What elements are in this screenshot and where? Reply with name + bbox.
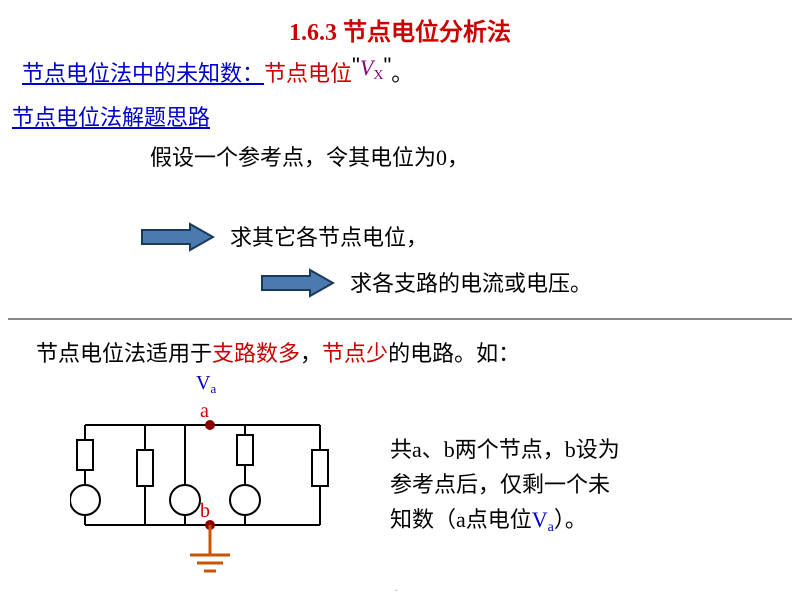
Va-V: V [196,372,210,394]
line-unknowns: 节点电位法中的未知数：节点电位"VX"。 [22,56,413,88]
var-V: V [360,55,373,80]
quote-r: " [383,53,391,78]
slide-title: 1.6.3 节点电位分析法 [0,0,800,47]
circuit-diagram [70,395,340,595]
var-sub-X: X [373,68,383,83]
explain-l2: 参考点后，仅剩一个未 [390,467,620,502]
step3: 求各支路的电流或电压。 [350,266,592,298]
circuit-label-Va: Va [196,372,216,395]
unknowns-node: 节点电位 [264,61,352,86]
step1: 假设一个参考点，令其电位为0， [150,140,469,172]
footer-mark: . [395,583,398,594]
applies-p1: 节点电位法适用于 [36,341,212,366]
divider [8,318,792,320]
explain-l3a: 知数（a点电位 [390,507,532,532]
explain-l3b: ）。 [554,507,587,532]
unknowns-colon: ： [242,61,264,86]
line-approach: 节点电位法解题思路 [12,100,210,132]
applies-comma: ， [300,341,322,366]
Va-sub: a [210,381,216,396]
period1: 。 [391,61,413,86]
applies-p4: 的电路。如： [388,341,520,366]
explain-l3: 知数（a点电位Va）。 [390,502,620,537]
step2: 求其它各节点电位， [230,220,428,252]
explain-block: 共a、b两个节点，b设为 参考点后，仅剩一个未 知数（a点电位Va）。 [390,432,620,538]
ground-icon [190,525,230,571]
applies-p2: 支路数多 [212,341,300,366]
applies-p3: 节点少 [322,341,388,366]
explain-V: V [532,507,548,532]
explain-sub: a [548,520,554,535]
unknowns-label: 节点电位法中的未知数 [22,61,242,86]
node-a-dot [205,420,215,430]
quote-l: " [352,53,360,78]
title-text: 1.6.3 节点电位分析法 [289,20,511,46]
applies-line: 节点电位法适用于支路数多，节点少的电路。如： [36,336,520,368]
arrow-icon [140,222,215,252]
explain-l1: 共a、b两个节点，b设为 [390,432,620,467]
arrow-icon [260,268,335,298]
